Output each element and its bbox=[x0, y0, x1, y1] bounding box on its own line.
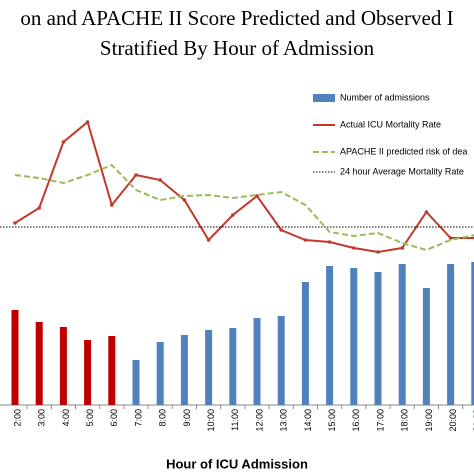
bar bbox=[471, 262, 474, 405]
x-tick-label: 15:00 bbox=[327, 409, 337, 432]
legend-label: Actual ICU Mortality Rate bbox=[340, 119, 441, 129]
x-axis-title: Hour of ICU Admission bbox=[166, 456, 308, 471]
point bbox=[303, 238, 308, 242]
line-series bbox=[14, 163, 474, 252]
point bbox=[424, 210, 429, 214]
legend-swatch bbox=[313, 94, 335, 102]
point bbox=[85, 120, 90, 124]
legend-label: Number of admissions bbox=[340, 92, 430, 102]
legend-label: APACHE II predicted risk of dea bbox=[340, 146, 467, 156]
x-tick-label: 12:00 bbox=[254, 409, 264, 432]
x-tick-label: 21:00 bbox=[472, 409, 474, 432]
x-tick-label: 16:00 bbox=[351, 409, 361, 432]
chart-title: on and APACHE II Score Predicted and Obs… bbox=[20, 6, 453, 30]
point bbox=[327, 240, 332, 244]
line-series bbox=[14, 120, 474, 254]
bar bbox=[108, 336, 116, 405]
point bbox=[279, 228, 284, 232]
x-tick-label: 19:00 bbox=[424, 409, 434, 432]
legend-label: 24 hour Average Mortality Rate bbox=[340, 166, 464, 176]
point bbox=[158, 178, 162, 182]
x-tick-label: 6:00 bbox=[109, 409, 119, 427]
x-tick-label: 14:00 bbox=[303, 409, 313, 432]
bar bbox=[447, 264, 455, 405]
bar bbox=[301, 282, 309, 405]
x-tick-label: 13:00 bbox=[279, 409, 289, 432]
bar bbox=[132, 360, 140, 405]
x-tick-label: 9:00 bbox=[182, 409, 192, 427]
bar bbox=[180, 335, 188, 405]
x-tick-label: 8:00 bbox=[158, 409, 168, 427]
bar bbox=[350, 268, 358, 405]
point bbox=[400, 246, 405, 250]
point bbox=[37, 206, 41, 210]
bar bbox=[277, 316, 285, 405]
point bbox=[255, 194, 259, 198]
x-tick-label: 11:00 bbox=[230, 409, 240, 431]
point bbox=[134, 173, 138, 177]
bar bbox=[422, 288, 430, 405]
bar bbox=[253, 318, 261, 405]
x-tick-label: 20:00 bbox=[448, 409, 458, 432]
bar bbox=[84, 340, 92, 405]
point bbox=[352, 246, 356, 250]
bar bbox=[229, 328, 237, 405]
bar bbox=[398, 264, 406, 405]
point bbox=[448, 236, 453, 240]
x-tick-label: 5:00 bbox=[85, 409, 95, 427]
bar bbox=[35, 322, 43, 405]
bar bbox=[11, 310, 19, 405]
x-tick-label: 3:00 bbox=[37, 409, 47, 427]
point bbox=[182, 198, 187, 202]
point bbox=[206, 238, 211, 242]
bar bbox=[205, 330, 213, 405]
point bbox=[61, 140, 66, 144]
point bbox=[376, 250, 380, 254]
x-tick-label: 2:00 bbox=[12, 409, 22, 427]
bar bbox=[59, 327, 67, 405]
bar bbox=[156, 342, 164, 405]
chart-title: Stratified By Hour of Admission bbox=[100, 36, 375, 60]
point bbox=[13, 221, 17, 225]
point bbox=[231, 213, 235, 217]
bar bbox=[374, 272, 382, 405]
x-tick-label: 7:00 bbox=[133, 409, 143, 427]
x-tick-label: 4:00 bbox=[61, 409, 71, 427]
x-tick-label: 10:00 bbox=[206, 409, 216, 432]
point bbox=[110, 203, 114, 207]
x-tick-label: 18:00 bbox=[400, 409, 410, 432]
bar bbox=[326, 266, 334, 405]
x-tick-label: 17:00 bbox=[375, 409, 385, 432]
